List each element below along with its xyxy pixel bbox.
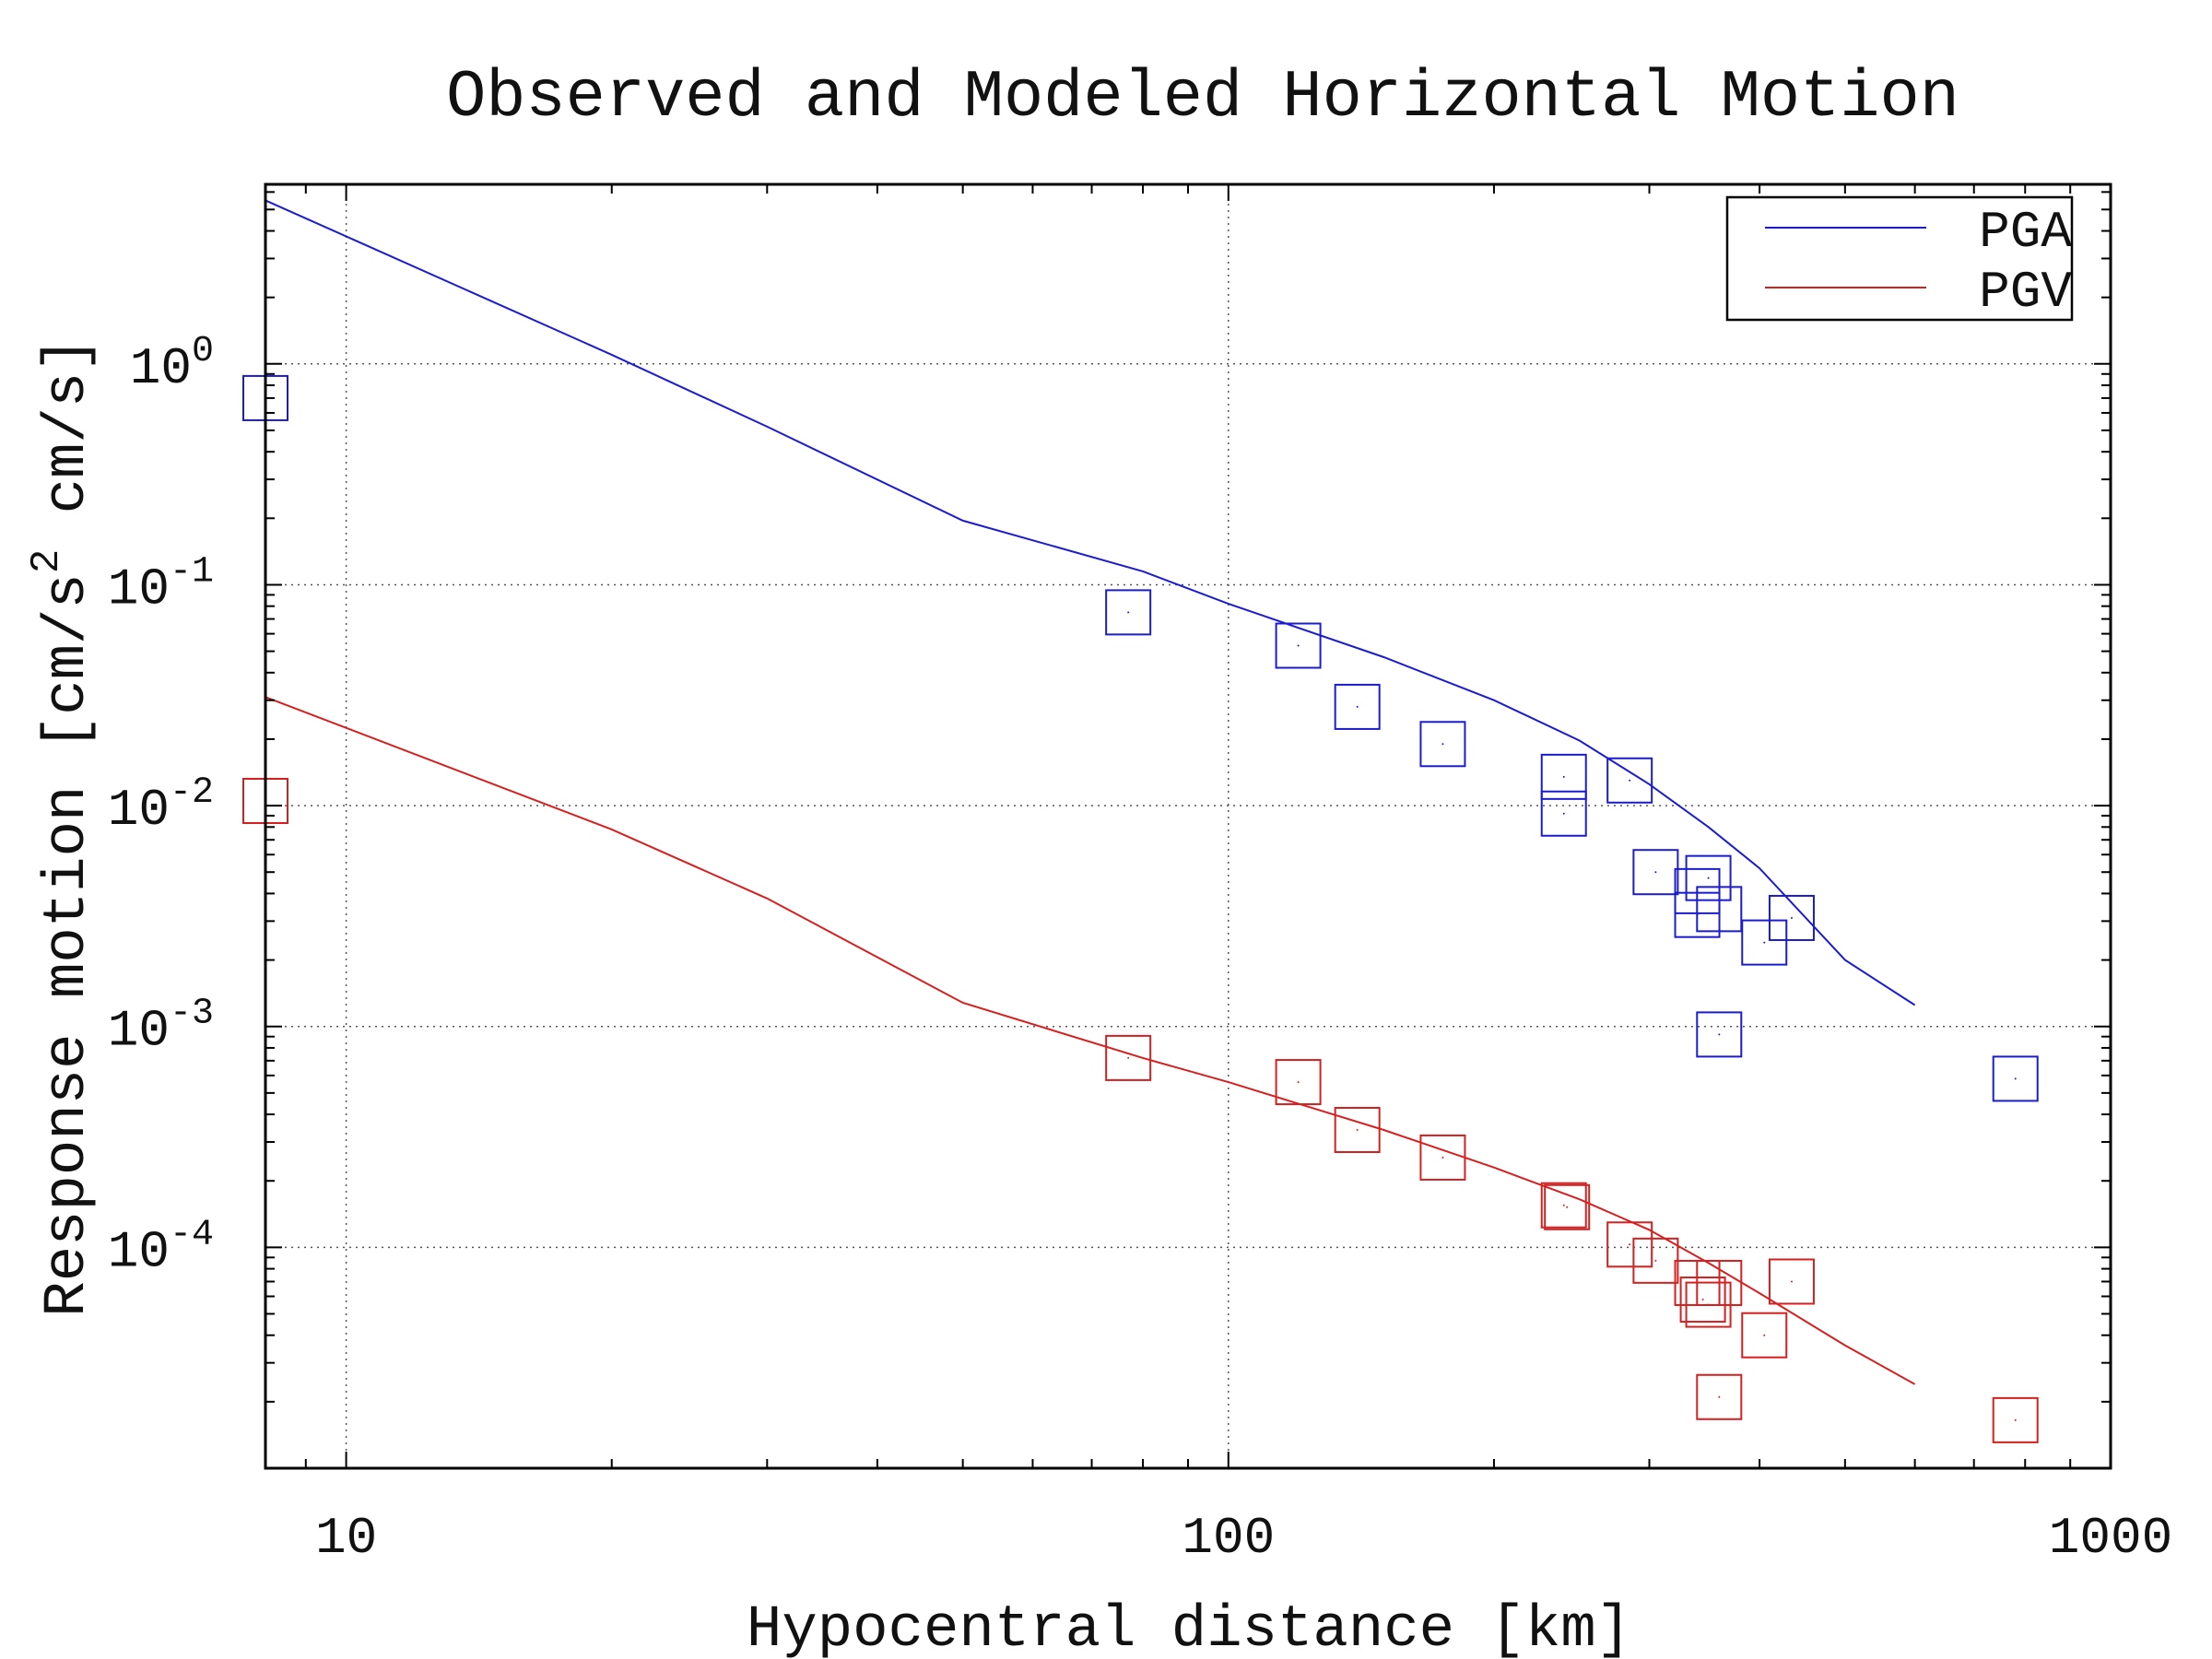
pga-observed-point-center: [1441, 743, 1444, 746]
pgv-observed-point: [1275, 1059, 1322, 1106]
legend-box: [1725, 195, 2074, 322]
pga-observed-point-center: [1629, 779, 1631, 782]
y-tick-label: 10-4: [108, 1214, 214, 1281]
pga-observed-point-center: [1654, 871, 1657, 874]
y-tick-label: 100: [130, 331, 214, 398]
y-tick-label: 10-3: [108, 994, 214, 1061]
y-tick-label-exponent: 0: [192, 331, 214, 372]
pga-observed-point: [1696, 1011, 1743, 1058]
y-tick-label-exponent: -4: [170, 1214, 214, 1255]
y-tick-label-base: 10: [108, 1222, 170, 1281]
y-tick-label-base: 10: [108, 781, 170, 840]
pgv-observed-point-center: [1356, 1128, 1359, 1131]
pga-observed-point: [1105, 589, 1152, 636]
pga-observed-point: [1334, 683, 1381, 730]
series-pga: [242, 199, 2039, 1102]
pgv-observed-point-center: [1629, 1243, 1631, 1246]
pga-observed-point: [1992, 1055, 2039, 1102]
pga-observed-point: [1275, 622, 1322, 669]
pgv-observed-point-center: [1562, 1204, 1565, 1206]
series-pgv: [242, 696, 2039, 1443]
pga-observed-point: [1540, 753, 1587, 800]
pga-observed-point: [1696, 886, 1743, 933]
pga-observed-point-center: [1297, 644, 1300, 647]
grid: [265, 184, 2111, 1468]
pgv-observed-point-center: [1441, 1156, 1444, 1159]
pga-observed-point: [1741, 919, 1788, 966]
pga-model-line: [265, 199, 1916, 1006]
pga-observed-point-center: [1356, 705, 1359, 708]
pgv-observed-point: [1105, 1034, 1152, 1081]
x-tick-label: 100: [1182, 1509, 1275, 1568]
y-tick-label: 10-2: [108, 772, 214, 840]
pga-observed-point-center: [1707, 877, 1710, 879]
pgv-observed-point-center: [1763, 1334, 1766, 1336]
y-axis-label-part-1: Response motion [cm/s: [35, 573, 101, 1317]
y-tick-label-exponent: -1: [170, 551, 214, 593]
pgv-model-line: [265, 696, 1916, 1385]
chart-title: Observed and Modeled Horizontal Motion: [446, 60, 1959, 135]
y-tick-label-base: 10: [130, 339, 192, 398]
pgv-observed-point: [1606, 1221, 1653, 1268]
pgv-observed-point-center: [2014, 1418, 2017, 1421]
pgv-observed-point: [1992, 1396, 2039, 1443]
x-tick-label: 1000: [2049, 1509, 2172, 1568]
pgv-observed-point: [1768, 1258, 1815, 1305]
x-tick-label: 10: [315, 1509, 377, 1568]
pga-observed-point: [1606, 757, 1653, 804]
pgv-observed-point-center: [1654, 1259, 1657, 1262]
series-layer: [242, 199, 2039, 1443]
pga-observed-point: [1685, 854, 1732, 901]
pgv-observed-point: [1679, 1277, 1726, 1324]
pgv-observed-point-center: [1790, 1280, 1793, 1283]
y-axis-label-part-2: cm/s]: [35, 336, 101, 548]
pgv-observed-point: [1741, 1312, 1788, 1359]
pga-observed-point: [1632, 849, 1679, 896]
pgv-observed-point: [1696, 1259, 1743, 1306]
pgv-observed-point-center: [1718, 1395, 1721, 1398]
pgv-observed-point-center: [1297, 1081, 1300, 1084]
pgv-observed-point: [1419, 1134, 1466, 1181]
pga-observed-point-center: [1718, 1033, 1721, 1036]
y-tick-label-exponent: -2: [170, 772, 214, 814]
pga-observed-point-center: [1127, 611, 1130, 614]
pgv-observed-point-center: [1127, 1056, 1130, 1059]
y-tick-label-base: 10: [108, 1002, 170, 1061]
pgv-observed-point: [1334, 1106, 1381, 1153]
pga-observed-point-center: [1718, 908, 1721, 911]
pgv-observed-point: [1544, 1183, 1591, 1230]
y-axis-label: Response motion [cm/s2 cm/s]: [24, 336, 101, 1316]
x-axis-label: Hypocentral distance [km]: [747, 1597, 1631, 1659]
pgv-observed-point: [1696, 1373, 1743, 1420]
pga-observed-point-center: [1562, 775, 1565, 778]
pga-observed-point-center: [2014, 1077, 2017, 1080]
pgv-observed-point: [1540, 1182, 1587, 1229]
pga-observed-point: [1540, 790, 1587, 837]
y-tick-label-base: 10: [108, 559, 170, 618]
legend-label-pgv: PGV: [1979, 263, 2072, 322]
pga-observed-point-center: [1562, 812, 1565, 815]
pgv-observed-point-center: [1701, 1299, 1704, 1301]
pga-observed-point-center: [1763, 941, 1766, 944]
y-tick-label-exponent: -3: [170, 994, 214, 1035]
legend: PGA PGV: [1725, 195, 2074, 322]
pgv-observed-point-center: [1566, 1206, 1569, 1208]
pgv-observed-point-center: [1718, 1281, 1721, 1284]
y-axis-label-exponent: 2: [24, 549, 70, 573]
y-tick-label: 10-1: [108, 551, 214, 618]
pga-observed-point-center: [1790, 916, 1793, 919]
legend-label-pga: PGA: [1979, 203, 2072, 262]
pga-observed-point: [1768, 894, 1815, 941]
pga-observed-point: [1419, 721, 1466, 768]
